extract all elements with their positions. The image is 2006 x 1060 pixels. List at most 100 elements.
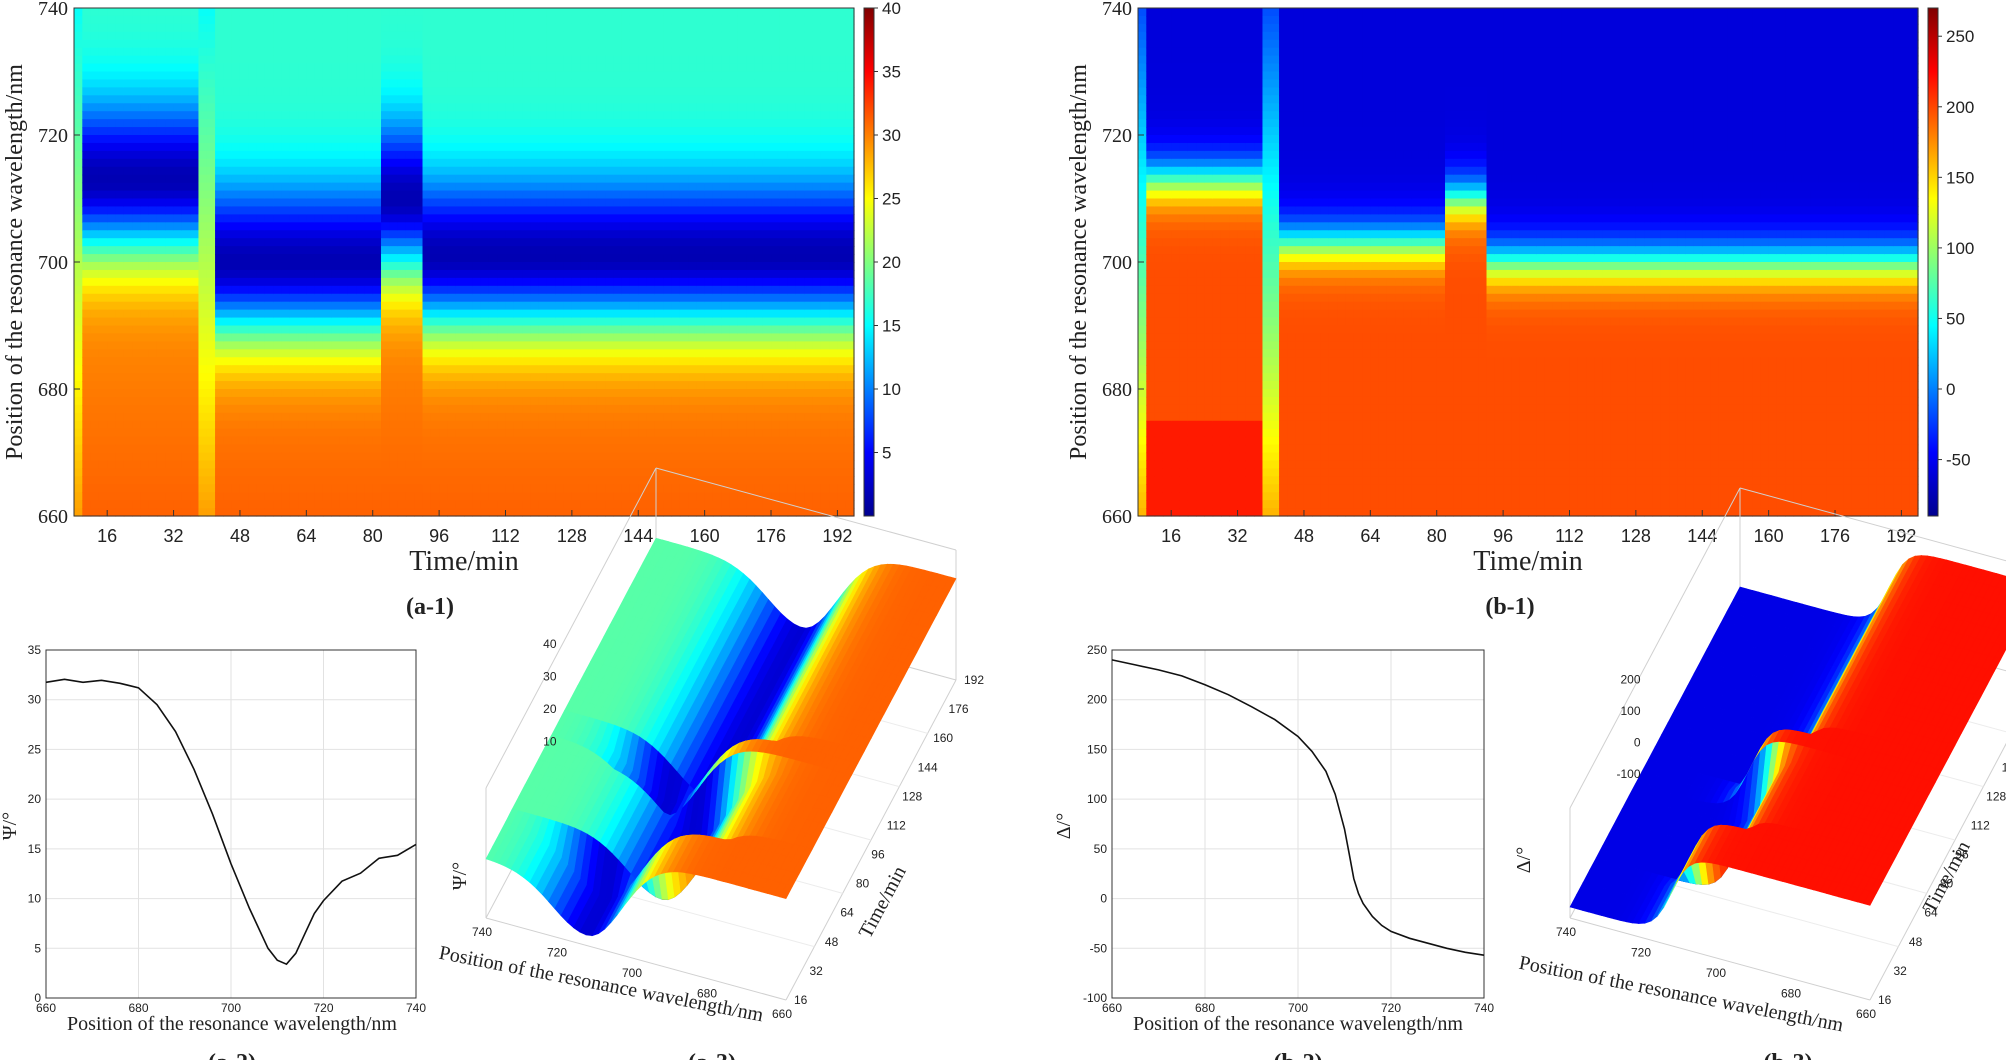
- heatmap-cell: [671, 119, 681, 128]
- heatmap-cell: [480, 389, 490, 398]
- heatmap-cell: [364, 142, 374, 152]
- heatmap-cell: [505, 95, 515, 104]
- heatmap-cell: [688, 71, 697, 81]
- heatmap-cell: [356, 492, 366, 501]
- heatmap-cell: [638, 373, 648, 382]
- heatmap-cell: [140, 333, 150, 342]
- heatmap-cell: [322, 238, 332, 247]
- heatmap-cell: [605, 39, 614, 49]
- heatmap-cell: [107, 39, 117, 49]
- heatmap-cell: [688, 47, 697, 57]
- heatmap-cell: [181, 389, 191, 398]
- heatmap-cell: [422, 444, 432, 454]
- heatmap-cell: [264, 119, 274, 128]
- heatmap-cell: [281, 127, 291, 136]
- heatmap-cell: [223, 460, 233, 469]
- heatmap-cell: [248, 246, 258, 255]
- heatmap-cell: [322, 15, 332, 25]
- heatmap-cell: [322, 420, 332, 430]
- heatmap-cell: [82, 309, 92, 319]
- heatmap-cell: [513, 246, 523, 255]
- heatmap-cell: [455, 428, 465, 438]
- heatmap-cell: [314, 150, 324, 160]
- heatmap-cell: [331, 492, 341, 501]
- heatmap-cell: [389, 39, 399, 49]
- heatmap-cell: [90, 103, 100, 112]
- heatmap-cell: [181, 214, 191, 223]
- heatmap-cell: [679, 508, 689, 517]
- heatmap-cell: [148, 63, 158, 73]
- heatmap-cell: [347, 198, 357, 208]
- heatmap-cell: [580, 317, 590, 327]
- heatmap-cell: [215, 476, 224, 485]
- heatmap-cell: [256, 412, 266, 422]
- heatmap-cell: [231, 381, 241, 390]
- heatmap-cell: [148, 325, 158, 335]
- heatmap-cell: [663, 262, 673, 271]
- heatmap-cell: [679, 269, 689, 279]
- heatmap-cell: [696, 166, 706, 176]
- heatmap-cell: [538, 269, 548, 279]
- heatmap-cell: [223, 341, 233, 350]
- heatmap-cell: [646, 95, 656, 104]
- heatmap-cell: [132, 492, 141, 501]
- heatmap-cell: [546, 508, 556, 517]
- heatmap-cell: [331, 8, 341, 17]
- heatmap-cell: [98, 365, 108, 374]
- heatmap-cell: [98, 214, 108, 223]
- heatmap-cell: [140, 341, 150, 350]
- heatmap-cell: [181, 341, 191, 350]
- heatmap-cell: [397, 349, 407, 358]
- heatmap-cell: [298, 8, 307, 17]
- heatmap-cell: [215, 349, 224, 358]
- heatmap-cell: [181, 111, 191, 120]
- heatmap-cell: [215, 436, 224, 446]
- heatmap-cell: [173, 412, 183, 422]
- heatmap-cell: [555, 381, 565, 390]
- heatmap-cell: [505, 460, 515, 469]
- heatmap-cell: [571, 31, 581, 41]
- heatmap-cell: [397, 166, 407, 176]
- heatmap-cell: [464, 500, 473, 509]
- heatmap-cell: [206, 206, 216, 215]
- heatmap-cell: [364, 103, 374, 112]
- heatmap-cell: [298, 404, 307, 414]
- heatmap-cell: [132, 103, 141, 112]
- heatmap-cell: [281, 238, 291, 247]
- heatmap-cell: [712, 404, 722, 414]
- heatmap-cell: [298, 55, 307, 65]
- heatmap-cell: [322, 174, 332, 184]
- heatmap-cell: [389, 436, 399, 446]
- heatmap-cell: [596, 452, 606, 462]
- heatmap-cell: [654, 206, 664, 215]
- heatmap-cell: [289, 508, 299, 517]
- heatmap-cell: [464, 135, 473, 144]
- heatmap-cell: [580, 484, 590, 493]
- heatmap-cell: [654, 277, 664, 287]
- heatmap-cell: [513, 79, 523, 88]
- heatmap-cell: [480, 269, 490, 279]
- heatmap-cell: [190, 428, 200, 438]
- heatmap-cell: [696, 500, 706, 509]
- heatmap-cell: [712, 47, 722, 57]
- heatmap-cell: [522, 436, 531, 446]
- heatmap-cell: [248, 79, 258, 88]
- heatmap-cell: [74, 103, 83, 112]
- heatmap-cell: [513, 389, 523, 398]
- heatmap-cell: [90, 87, 100, 96]
- heatmap-cell: [638, 389, 648, 398]
- heatmap-cell: [289, 365, 299, 374]
- heatmap-cell: [74, 436, 83, 446]
- heatmap-cell: [605, 325, 614, 335]
- heatmap-cell: [654, 8, 664, 17]
- heatmap-cell: [156, 95, 166, 104]
- heatmap-cell: [389, 95, 399, 104]
- heatmap-cell: [132, 238, 141, 247]
- heatmap-cell: [522, 389, 531, 398]
- heatmap-cell: [322, 47, 332, 57]
- heatmap-cell: [198, 238, 208, 247]
- heatmap-cell: [322, 396, 332, 406]
- heatmap-cell: [422, 8, 432, 17]
- heatmap-cell: [90, 420, 100, 430]
- heatmap-cell: [555, 500, 565, 509]
